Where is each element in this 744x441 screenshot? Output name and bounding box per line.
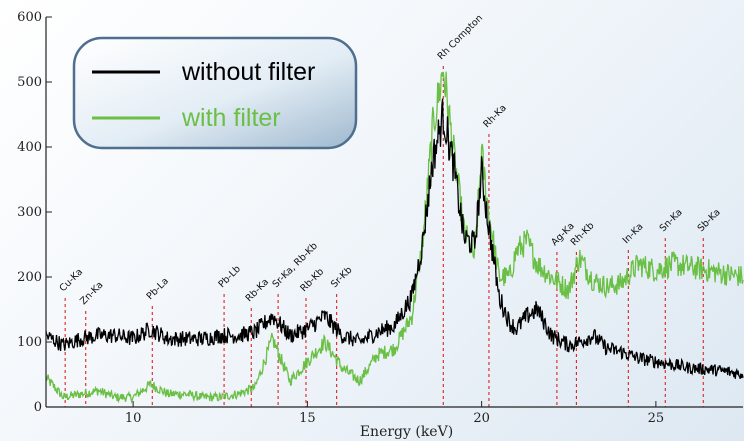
x-axis-label: Energy (keV) — [360, 424, 453, 440]
legend-box — [72, 36, 358, 150]
peak-label: In-Ka — [621, 221, 646, 246]
peak-label: Pb-La — [145, 276, 171, 302]
y-tick-label: 0 — [34, 400, 42, 415]
peak-label: Pb-Lb — [216, 264, 243, 291]
peak-label: Cu-Ka — [58, 267, 86, 295]
x-tick-label: 10 — [125, 411, 142, 426]
peak-label: Rb-Kb — [298, 266, 326, 294]
series-line-without-filter — [45, 98, 744, 379]
peak-label: Zn-Ka — [78, 280, 105, 307]
x-tick-label: 15 — [299, 411, 316, 426]
series-lines — [45, 71, 744, 405]
peak-label: Rh-Kb — [569, 220, 597, 248]
peak-label: Sb-Ka — [696, 207, 723, 234]
peak-label: Rh-Ka — [481, 103, 509, 131]
legend: without filter with filter — [72, 36, 358, 150]
peak-label: Sr-Kb — [329, 265, 354, 290]
y-tick-label: 300 — [17, 205, 42, 220]
axes: 0 100 200 300 400 500 600 10 15 20 25 — [17, 10, 743, 426]
y-tick-label: 400 — [17, 140, 42, 155]
legend-entry: with filter — [181, 104, 281, 132]
y-tick-label: 200 — [17, 270, 42, 285]
y-tick-label: 500 — [17, 75, 42, 90]
legend-entry: without filter — [181, 58, 315, 86]
peak-label: Rb-Ka — [244, 277, 272, 305]
peak-label: Rh Compton — [436, 13, 485, 62]
peak-label: Sn-Ka — [658, 207, 685, 234]
series-line-with-filter — [45, 71, 744, 405]
x-tick-label: 20 — [473, 411, 490, 426]
y-tick-label: 600 — [17, 10, 42, 25]
x-tick-label: 25 — [648, 411, 665, 426]
y-tick-label: 100 — [17, 335, 42, 350]
